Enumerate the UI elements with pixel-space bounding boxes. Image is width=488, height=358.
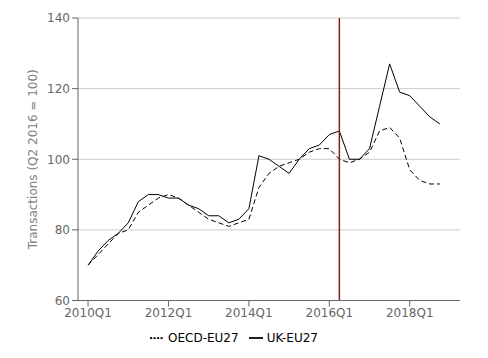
svg-text:2018Q1: 2018Q1 xyxy=(386,306,434,320)
svg-text:80: 80 xyxy=(55,223,70,237)
svg-text:2014Q1: 2014Q1 xyxy=(225,306,273,320)
svg-text:2012Q1: 2012Q1 xyxy=(145,306,193,320)
svg-text:2016Q1: 2016Q1 xyxy=(306,306,354,320)
html-text:UK-EU27: UK-EU27 xyxy=(266,330,318,345)
svg-text:120: 120 xyxy=(47,82,70,96)
html-text:OECD-EU27: OECD-EU27 xyxy=(168,330,239,345)
svg-text:60: 60 xyxy=(55,294,70,308)
svg-text:140: 140 xyxy=(47,11,70,25)
svg-text:2010Q1: 2010Q1 xyxy=(64,306,112,320)
svg-text:100: 100 xyxy=(47,153,70,167)
svg-text:Transactions (Q2 2016 = 100): Transactions (Q2 2016 = 100) xyxy=(26,69,40,250)
